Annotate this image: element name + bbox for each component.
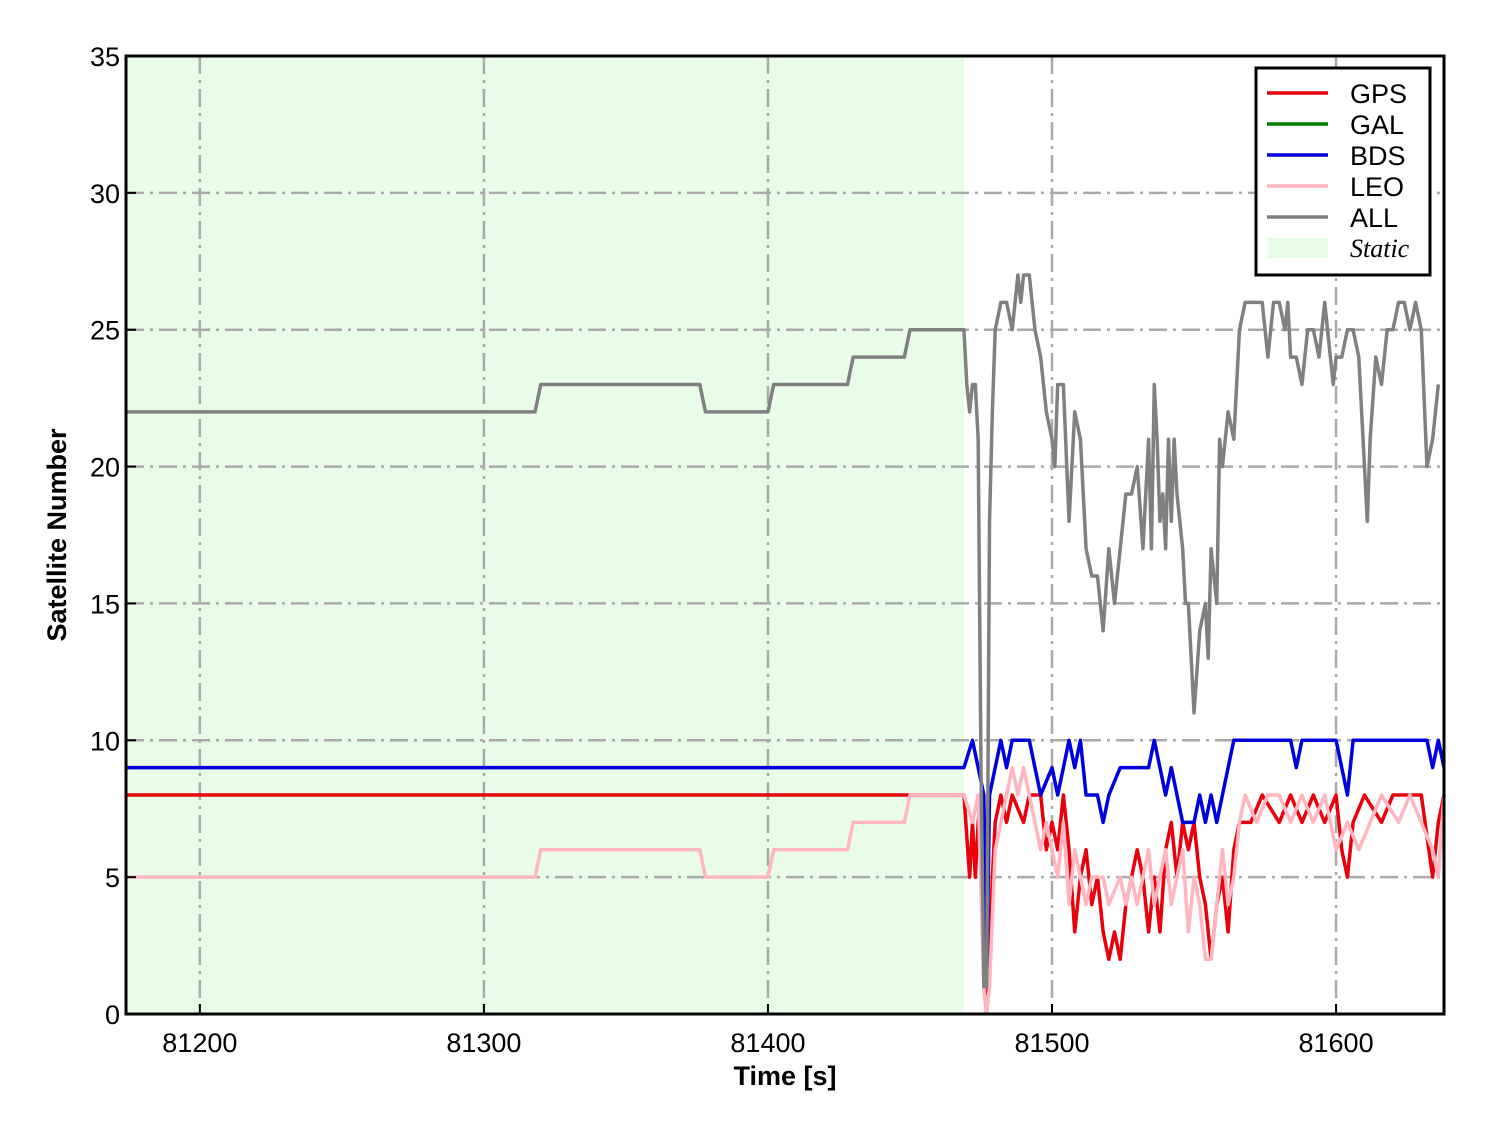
y-tick-label: 20 xyxy=(90,453,120,483)
y-tick-label: 25 xyxy=(90,316,120,346)
series-line-all xyxy=(126,273,1441,989)
legend-label-gps: GPS xyxy=(1350,79,1407,109)
y-ticks: 0 5 10 15 20 25 30 35 xyxy=(90,42,136,1030)
legend-label-all: ALL xyxy=(1350,203,1398,233)
y-tick-label: 15 xyxy=(90,589,120,619)
x-tick-label: 81400 xyxy=(730,1028,805,1058)
static-shaded-region xyxy=(126,56,964,1014)
plot-frame xyxy=(124,54,1446,1016)
x-tick-label: 81200 xyxy=(162,1028,237,1058)
y-tick-label: 30 xyxy=(90,179,120,209)
series-lines xyxy=(126,273,1444,1014)
y-tick-label: 35 xyxy=(90,42,120,72)
legend-label-bds: BDS xyxy=(1350,141,1406,171)
shaded-region-static xyxy=(126,56,964,1014)
legend-swatch-static xyxy=(1267,238,1328,258)
legend-label-static: Static xyxy=(1350,234,1410,263)
legend-label-gal: GAL xyxy=(1350,110,1404,140)
x-tick-label: 81300 xyxy=(446,1028,521,1058)
legend-label-leo: LEO xyxy=(1350,172,1404,202)
series-line-bds xyxy=(126,738,1444,989)
y-tick-label: 5 xyxy=(105,863,120,893)
y-axis-title: Satellite Number xyxy=(42,428,72,642)
x-axis-title: Time [s] xyxy=(733,1061,836,1091)
y-tick-label: 10 xyxy=(90,726,120,756)
x-ticks: 81200 81300 81400 81500 81600 xyxy=(162,1004,1374,1058)
y-tick-label: 0 xyxy=(105,1000,120,1030)
x-tick-label: 81600 xyxy=(1299,1028,1374,1058)
x-tick-label: 81500 xyxy=(1014,1028,1089,1058)
series-line-leo xyxy=(126,765,1444,1014)
